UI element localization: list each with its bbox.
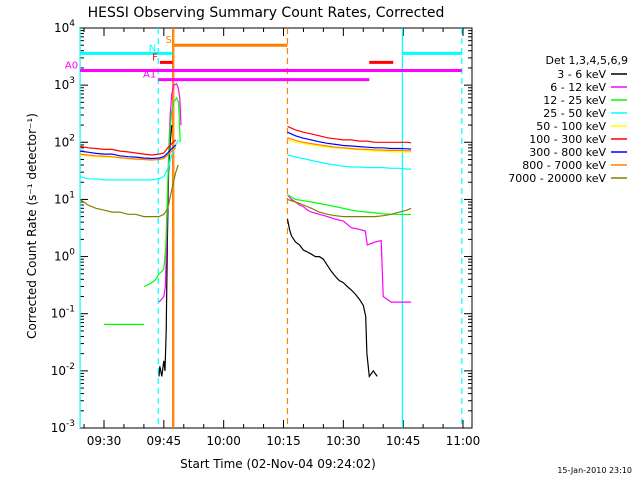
series-line xyxy=(287,194,412,216)
series-line xyxy=(287,131,412,150)
y-tick-label: 101 xyxy=(54,190,75,206)
y-tick-label: 10-2 xyxy=(51,362,75,378)
legend-entry: 50 - 100 keV xyxy=(536,120,606,133)
x-tick-label: 09:45 xyxy=(147,434,182,448)
legend-entry: 12 - 25 keV xyxy=(543,94,606,107)
legend-entry: 25 - 50 keV xyxy=(543,107,606,120)
series-line xyxy=(286,219,378,379)
plot-area: 10-3 10-2 10-1 100 101 102 103 104 09:30 09:45 10:… xyxy=(51,19,481,448)
x-tick-label: 10:45 xyxy=(386,434,421,448)
x-axis-label: Start Time (02-Nov-04 09:24:02) xyxy=(180,457,376,471)
y-axis-label: Corrected Count Rate (s⁻¹ detector⁻¹) xyxy=(25,113,39,339)
legend-entry: 300 - 800 keV xyxy=(529,146,606,159)
y-tick-label: 104 xyxy=(54,19,75,35)
y-tick-label: 10-1 xyxy=(51,305,75,321)
series-line xyxy=(158,125,173,377)
x-tick-label: 11:00 xyxy=(446,434,481,448)
x-tick-label: 10:15 xyxy=(266,434,301,448)
plot-frame xyxy=(79,27,473,429)
y-tick-label: 103 xyxy=(54,76,75,92)
series-line xyxy=(143,96,181,288)
y-tick-label: 10-3 xyxy=(51,419,75,435)
x-tick-label: 10:30 xyxy=(326,434,361,448)
x-tick-label: 10:00 xyxy=(206,434,241,448)
legend-title: Det 1,3,4,5,6,9 xyxy=(545,54,628,67)
series-line xyxy=(287,125,412,144)
chart-title: HESSI Observing Summary Count Rates, Cor… xyxy=(88,5,445,21)
legend-entry: 3 - 6 keV xyxy=(557,68,606,81)
legend-entry: 800 - 7000 keV xyxy=(522,159,606,172)
legend-entry: 6 - 12 keV xyxy=(550,81,606,94)
flag-label: F xyxy=(152,52,158,63)
legend-entry: 100 - 300 keV xyxy=(529,133,606,146)
series-line xyxy=(287,194,412,303)
flag-label: N xyxy=(149,43,156,54)
series-line xyxy=(80,144,177,160)
series-line xyxy=(80,147,177,161)
y-tick-label: 100 xyxy=(54,248,75,264)
legend-entry: 7000 - 20000 keV xyxy=(508,172,606,185)
series-line xyxy=(80,164,179,218)
series-line xyxy=(80,139,177,156)
series-group xyxy=(80,83,412,379)
series-line xyxy=(287,198,412,218)
y-tick-label: 102 xyxy=(54,133,75,149)
series-line xyxy=(287,154,412,170)
flag-label: A1 xyxy=(143,70,156,81)
flag-label: A0 xyxy=(65,61,78,72)
series-line xyxy=(287,137,412,152)
series-line xyxy=(158,83,182,303)
flag-label: S xyxy=(165,35,171,46)
timestamp: 15-Jan-2010 23:10 xyxy=(557,466,632,475)
series-line xyxy=(80,139,179,181)
x-tick-label: 09:30 xyxy=(87,434,122,448)
